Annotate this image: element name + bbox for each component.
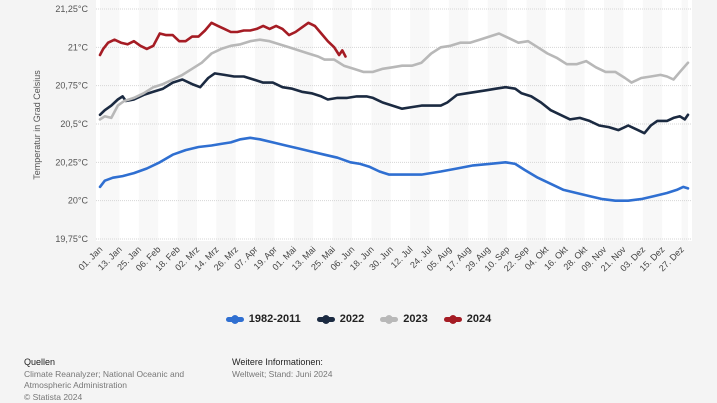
legend-item-2024[interactable]: 2024 (443, 313, 492, 325)
plot-stripe (293, 0, 314, 241)
legend-swatch-icon (443, 314, 462, 324)
sources-heading: Quellen (24, 357, 56, 367)
legend-swatch-icon (380, 314, 399, 324)
plot-stripe (177, 0, 197, 241)
plot-stripe (604, 0, 624, 241)
series-line-2023 (98, 32, 690, 121)
y-tick-label: 20,5°C (60, 119, 88, 129)
legend-swatch-icon (225, 314, 244, 324)
legend-swatch-icon (316, 314, 335, 324)
y-axis-label: Temperatur in Grad Celsius (32, 70, 42, 180)
sources-line: Climate Reanalyzer; National Oceanic and (24, 368, 185, 379)
legend: 1982-2011 2022 2023 2024 (0, 313, 717, 325)
plot-stripe (255, 0, 275, 241)
plot-stripe (332, 0, 352, 241)
plot-stripe (642, 0, 663, 241)
y-tick-label: 20,25°C (55, 157, 88, 167)
plot-stripe (526, 0, 546, 241)
info-text[interactable]: Weltweit; Stand: Juni 2024 (232, 368, 333, 379)
plot-stripe (216, 0, 236, 241)
y-tick-label: 21,25°C (55, 4, 88, 14)
info-block: Weitere Informationen: Weltweit; Stand: … (232, 357, 333, 380)
line-chart: 19,75°C 20°C 20,25°C 20,5°C 20,75°C 21°C 21,25… (32, 0, 692, 273)
plot-stripe (565, 0, 585, 241)
plot-stripe (371, 0, 391, 241)
legend-label: 2024 (466, 313, 492, 325)
series-line-1982-2011 (98, 136, 690, 202)
series-line-2024 (98, 21, 347, 58)
plot-stripe (448, 0, 469, 241)
y-tick-label: 21°C (68, 42, 89, 52)
sources-line: Atmospheric Administration (24, 380, 127, 390)
legend-label: 1982-2011 (248, 313, 301, 325)
info-heading: Weitere Informationen: (232, 357, 323, 367)
copyright: © Statista 2024 (24, 391, 83, 402)
y-tick-label: 20,75°C (55, 81, 88, 91)
plot-stripe (138, 0, 159, 241)
series-lines (98, 21, 690, 202)
legend-item-2023[interactable]: 2023 (380, 313, 428, 325)
gridlines (96, 8, 692, 240)
plot-stripe (410, 0, 430, 241)
y-axis-ticks: 19,75°C 20°C 20,25°C 20,5°C 20,75°C 21°C 21,25… (55, 4, 88, 244)
y-tick-label: 19,75°C (55, 234, 88, 244)
legend-label: 2022 (339, 313, 365, 325)
plot-background (96, 0, 692, 241)
y-tick-label: 20°C (68, 196, 89, 206)
plot-stripe (100, 0, 120, 241)
sources-block: Quellen Climate Reanalyzer; National Oce… (24, 357, 184, 403)
legend-item-2022[interactable]: 2022 (316, 313, 365, 325)
series-line-2022 (98, 72, 690, 135)
legend-item-1982-2011[interactable]: 1982-2011 (225, 313, 301, 325)
legend-label: 2023 (403, 313, 428, 325)
plot-stripe (487, 0, 508, 241)
